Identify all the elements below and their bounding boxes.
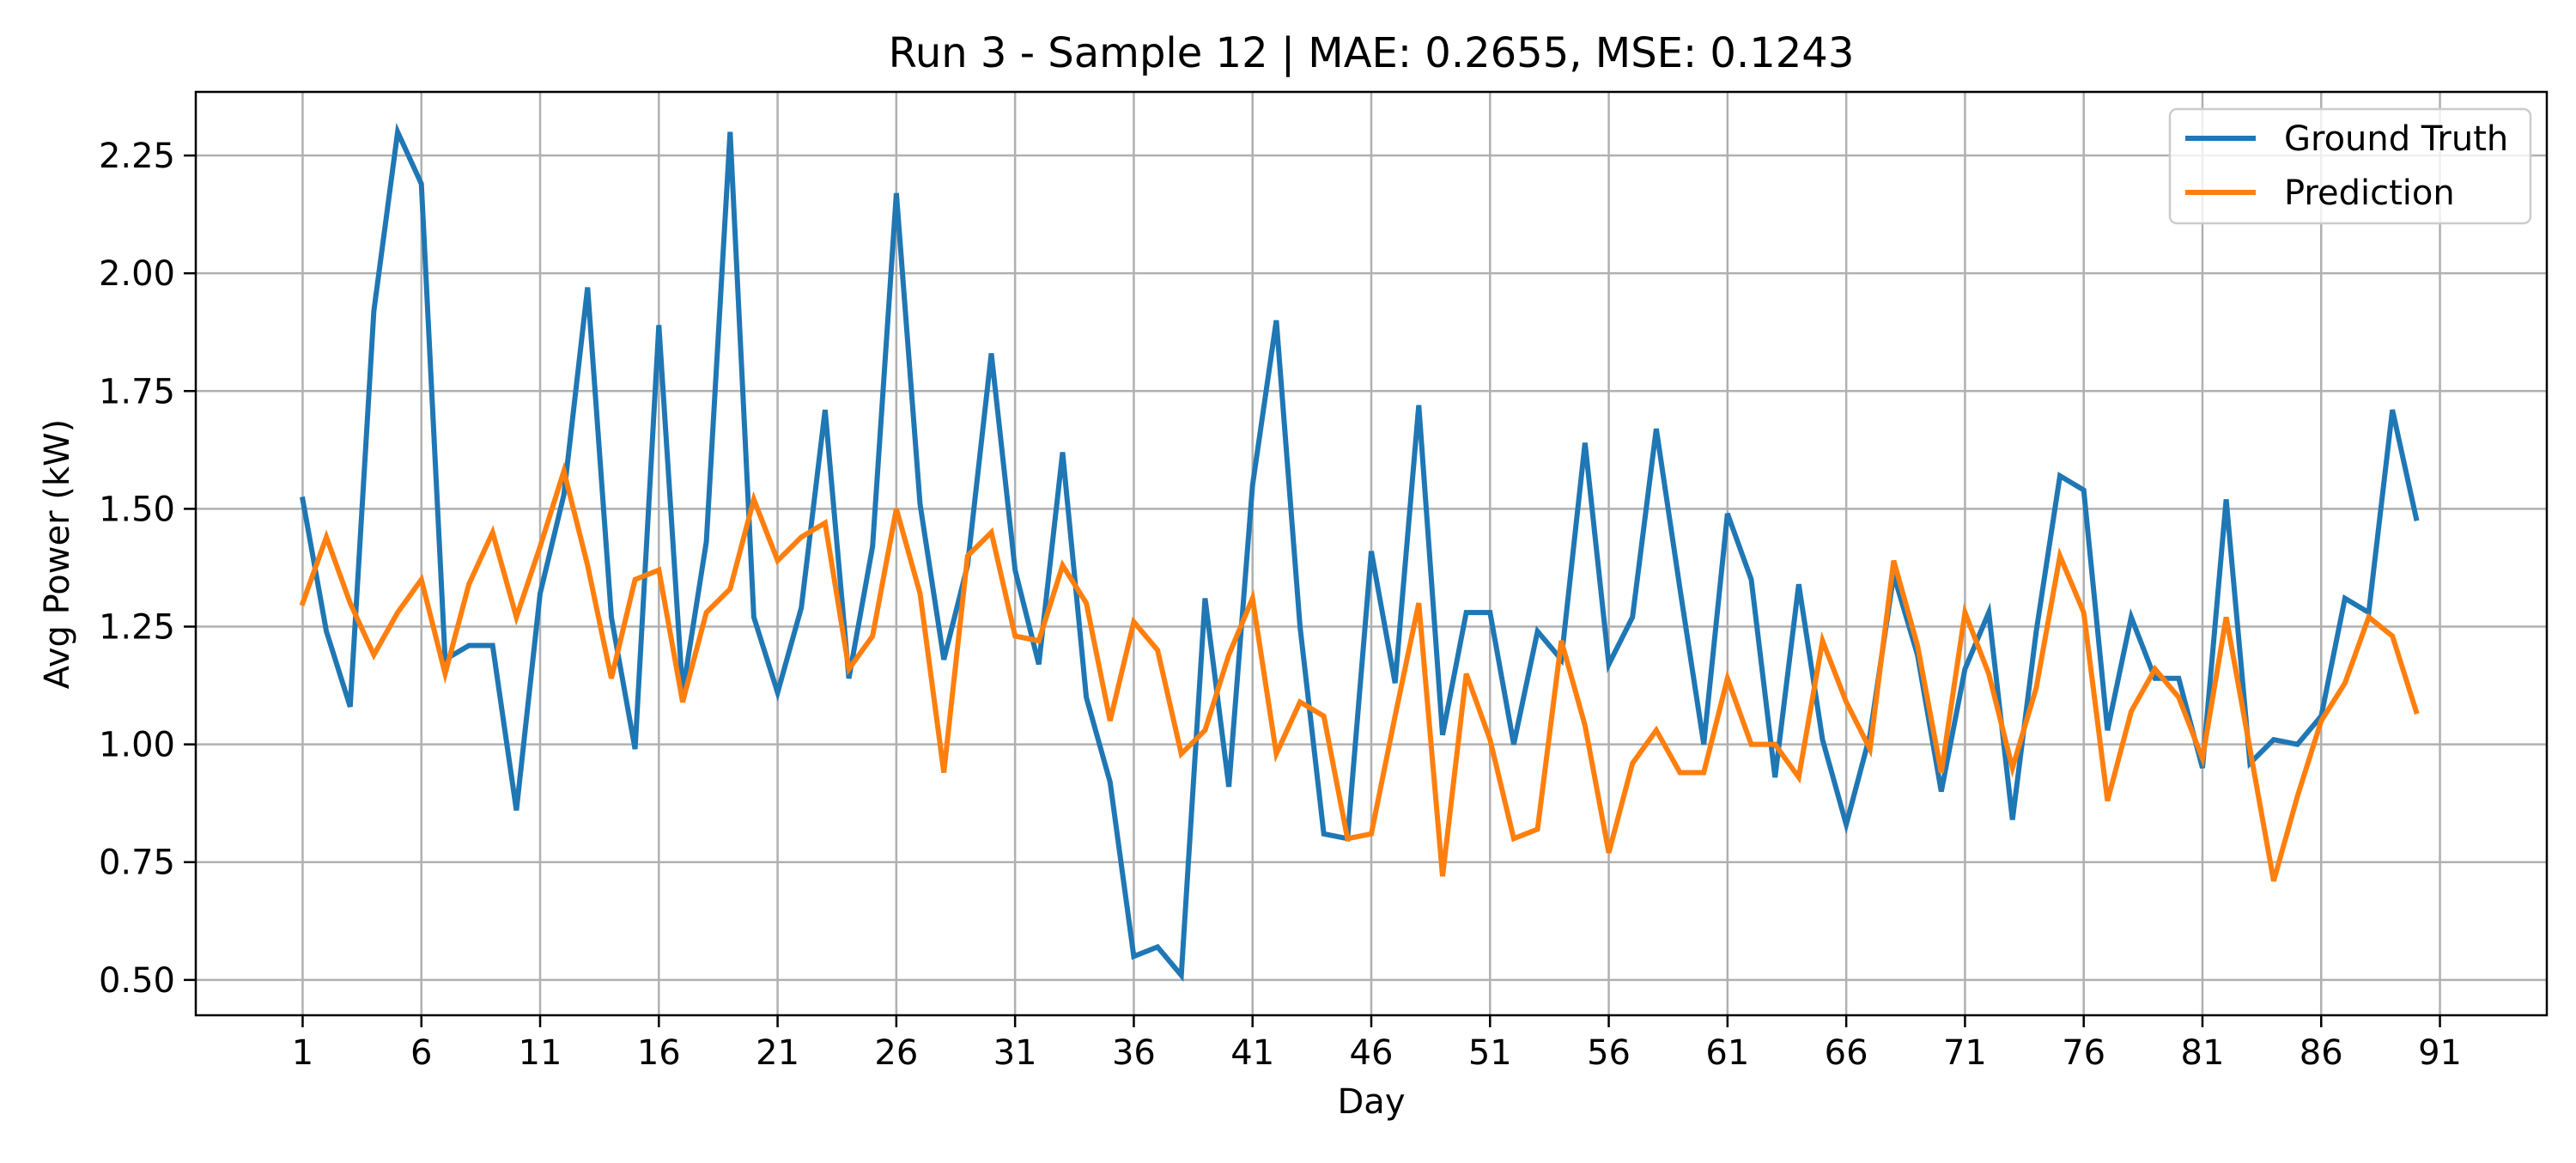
x-axis-label: Day	[1338, 1082, 1406, 1122]
ground-truth-line	[300, 122, 2420, 983]
x-tick-label: 51	[1468, 1033, 1512, 1073]
y-tick-label: 1.75	[99, 372, 175, 411]
legend: Ground Truth Prediction	[2168, 107, 2532, 225]
x-tick-label: 91	[2418, 1033, 2462, 1073]
x-tick-label: 81	[2181, 1033, 2225, 1073]
chart-title: Run 3 - Sample 12 | MAE: 0.2655, MSE: 0.…	[889, 29, 1855, 77]
y-tick-label: 2.25	[99, 137, 175, 176]
x-tick-label: 31	[993, 1033, 1037, 1073]
x-tick-label: 1	[292, 1033, 313, 1073]
legend-box	[2168, 107, 2532, 225]
x-tick-label: 56	[1587, 1033, 1631, 1073]
x-tick-label: 76	[2062, 1033, 2105, 1073]
prediction-line	[299, 461, 2420, 882]
legend-label: Ground Truth	[2284, 119, 2508, 159]
x-tick-label: 71	[1943, 1033, 1987, 1073]
x-tick-label: 36	[1112, 1033, 1156, 1073]
x-axis-ticks: 1 6 11 16 21 26 31 36 41 46 51 56 61 66 71 76 81 86 91	[292, 1015, 2462, 1073]
y-axis-ticks: 0.50 0.75 1.00 1.25 1.50 1.75 2.00 2.25	[99, 137, 196, 1001]
x-tick-label: 11	[519, 1033, 562, 1073]
x-tick-label: 16	[637, 1033, 681, 1073]
y-tick-label: 1.25	[99, 608, 175, 648]
x-tick-label: 21	[756, 1033, 799, 1073]
y-tick-label: 1.50	[99, 490, 175, 529]
y-tick-label: 0.75	[99, 843, 175, 883]
y-tick-label: 1.00	[99, 726, 175, 765]
x-tick-label: 66	[1825, 1033, 1868, 1073]
y-axis-label: Avg Power (kW)	[38, 419, 77, 689]
y-tick-label: 2.00	[99, 254, 175, 294]
x-tick-label: 41	[1230, 1033, 1274, 1073]
x-tick-label: 86	[2300, 1033, 2343, 1073]
legend-label: Prediction	[2284, 174, 2455, 213]
x-tick-label: 46	[1350, 1033, 1394, 1073]
y-tick-label: 0.50	[99, 961, 175, 1001]
x-tick-label: 61	[1705, 1033, 1749, 1073]
x-tick-label: 6	[410, 1033, 432, 1073]
series-lines	[299, 122, 2420, 983]
x-tick-label: 26	[874, 1033, 918, 1073]
